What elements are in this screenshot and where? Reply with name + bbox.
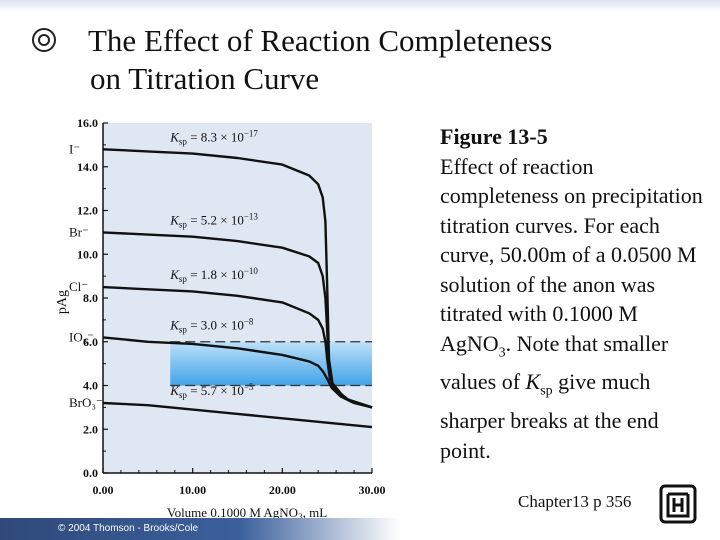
x-axis-label: Volume 0.1000 M AgNO3, mL <box>167 505 327 522</box>
titration-curve <box>102 401 373 429</box>
plot-area <box>103 123 372 473</box>
y-axis-label: pAg <box>55 290 70 314</box>
curve-ion-label: BrO₃⁻ <box>69 395 103 410</box>
footer-bar <box>0 518 400 540</box>
title-line-1: The Effect of Reaction Completeness <box>88 23 553 58</box>
copyright-text: © 2004 Thomson - Brooks/Cole <box>58 523 199 534</box>
ksp-label: Ksp = 5.2 × 10−13 <box>169 211 258 229</box>
figure-caption: Figure 13-5 Effect of reaction completen… <box>440 122 705 465</box>
titration-curve <box>102 336 373 409</box>
caption-k: K <box>525 369 541 395</box>
caption-text: Effect of reaction completeness on preci… <box>440 153 703 327</box>
slide-title: The Effect of Reaction Completeness on T… <box>30 22 710 98</box>
y-tick-label: 14.0 <box>77 160 98 174</box>
endpoint-band <box>170 341 372 386</box>
y-tick-label: 2.0 <box>83 422 98 436</box>
caption-text-2: . Note that smaller values of <box>440 330 669 395</box>
y-tick-label: 6.0 <box>83 335 98 349</box>
university-logo-icon <box>659 484 697 524</box>
double-circle-bullet-icon <box>32 28 56 52</box>
x-tick-label: 10.00 <box>179 483 206 497</box>
y-tick-label: 0.0 <box>83 466 98 480</box>
y-tick-label: 12.0 <box>77 204 98 218</box>
y-tick-label: 10.0 <box>77 247 98 261</box>
curve-ion-label: Br⁻ <box>69 224 89 239</box>
x-tick-label: 20.00 <box>269 483 296 497</box>
caption-formula: AgNO3 <box>440 330 506 360</box>
curve-ion-label: I⁻ <box>69 141 80 156</box>
y-tick-label: 8.0 <box>83 291 98 305</box>
caption-heading: Figure 13-5 <box>440 124 548 149</box>
y-tick-label: 4.0 <box>83 379 98 393</box>
ksp-label: Ksp = 8.3 × 10−17 <box>169 128 258 146</box>
chapter-page-label: Chapter13 p 356 <box>518 492 632 511</box>
top-decoration-bar <box>0 0 720 12</box>
titration-chart: I⁻ Ksp = 8.3 × 10−17 Br⁻ Ksp = 5.2 × 10−13 C… <box>55 116 386 522</box>
curve-ion-label: IO₃⁻ <box>69 329 94 344</box>
caption-k-sub: sp <box>540 383 553 399</box>
x-tick-label: 0.00 <box>93 483 114 497</box>
titration-curve <box>102 285 373 409</box>
ksp-label: Ksp = 1.8 × 10−10 <box>169 266 258 284</box>
caption-text-3: give much sharper breaks at the end poin… <box>440 369 659 463</box>
ksp-label: Ksp = 5.7 × 10−5 <box>169 382 254 400</box>
x-tick-label: 30.00 <box>359 483 386 497</box>
curve-ion-label: Cl⁻ <box>69 279 88 294</box>
y-tick-label: 16.0 <box>77 116 98 130</box>
title-line-2: on Titration Curve <box>90 61 320 96</box>
ksp-label: Ksp = 3.0 × 10−8 <box>169 316 254 334</box>
